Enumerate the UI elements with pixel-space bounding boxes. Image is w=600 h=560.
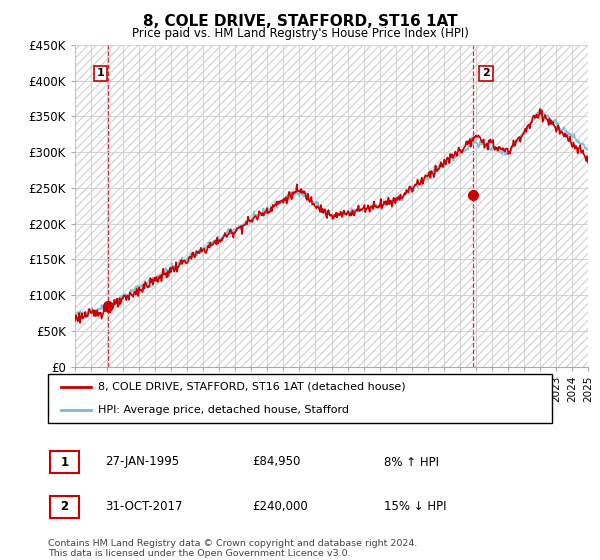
FancyBboxPatch shape <box>48 374 552 423</box>
Text: 2: 2 <box>61 500 68 514</box>
Text: 31-OCT-2017: 31-OCT-2017 <box>105 500 182 514</box>
Text: 8, COLE DRIVE, STAFFORD, ST16 1AT (detached house): 8, COLE DRIVE, STAFFORD, ST16 1AT (detac… <box>98 382 406 392</box>
Text: 27-JAN-1995: 27-JAN-1995 <box>105 455 179 469</box>
Text: 8% ↑ HPI: 8% ↑ HPI <box>384 455 439 469</box>
Text: Contains HM Land Registry data © Crown copyright and database right 2024.
This d: Contains HM Land Registry data © Crown c… <box>48 539 418 558</box>
FancyBboxPatch shape <box>50 496 79 518</box>
Text: 2: 2 <box>482 68 490 78</box>
Text: 15% ↓ HPI: 15% ↓ HPI <box>384 500 446 514</box>
Text: 1: 1 <box>96 68 104 78</box>
Text: Price paid vs. HM Land Registry's House Price Index (HPI): Price paid vs. HM Land Registry's House … <box>131 27 469 40</box>
Text: 1: 1 <box>61 455 68 469</box>
Text: £84,950: £84,950 <box>252 455 301 469</box>
Text: 8, COLE DRIVE, STAFFORD, ST16 1AT: 8, COLE DRIVE, STAFFORD, ST16 1AT <box>143 14 457 29</box>
FancyBboxPatch shape <box>50 451 79 473</box>
Text: £240,000: £240,000 <box>252 500 308 514</box>
Text: HPI: Average price, detached house, Stafford: HPI: Average price, detached house, Staf… <box>98 405 349 416</box>
